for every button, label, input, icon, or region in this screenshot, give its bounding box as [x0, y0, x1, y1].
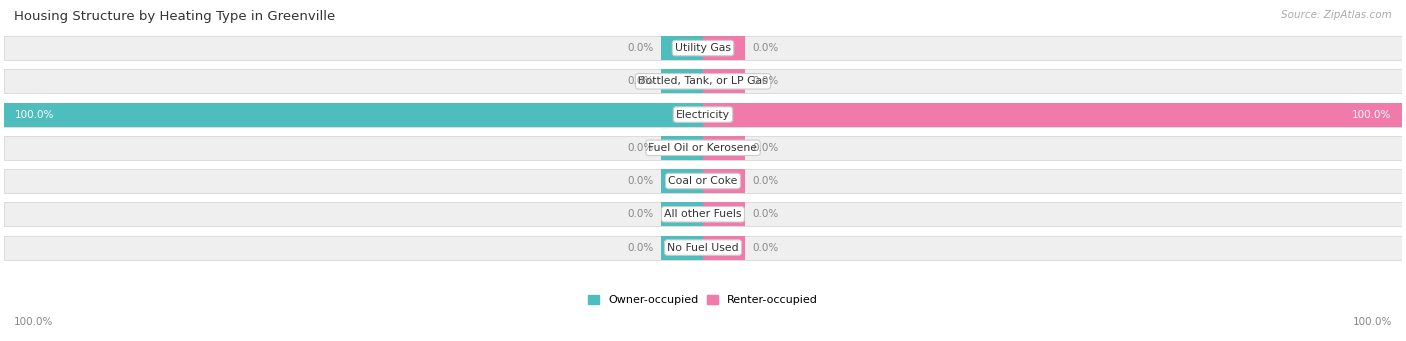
Text: Electricity: Electricity	[676, 109, 730, 120]
Text: 100.0%: 100.0%	[1353, 317, 1392, 327]
Legend: Owner-occupied, Renter-occupied: Owner-occupied, Renter-occupied	[583, 291, 823, 310]
Text: Source: ZipAtlas.com: Source: ZipAtlas.com	[1281, 10, 1392, 20]
Bar	[4, 103, 1402, 127]
Bar	[703, 36, 745, 60]
Text: 100.0%: 100.0%	[14, 317, 53, 327]
Bar	[703, 136, 745, 160]
Bar	[4, 169, 1402, 193]
Bar	[703, 103, 1402, 127]
Bar	[4, 69, 1402, 93]
Bar	[4, 36, 1402, 60]
Text: Coal or Coke: Coal or Coke	[668, 176, 738, 186]
Bar	[703, 169, 745, 193]
Bar	[661, 236, 703, 260]
Bar	[4, 236, 1402, 260]
Bar	[661, 169, 703, 193]
Bar	[4, 136, 1402, 160]
Text: 0.0%: 0.0%	[752, 176, 778, 186]
Text: 0.0%: 0.0%	[628, 143, 654, 153]
Bar	[4, 202, 1402, 226]
Text: 100.0%: 100.0%	[1353, 109, 1392, 120]
Text: 0.0%: 0.0%	[752, 242, 778, 253]
Bar	[661, 202, 703, 226]
Text: 0.0%: 0.0%	[628, 176, 654, 186]
Bar	[703, 69, 745, 93]
Bar	[661, 69, 703, 93]
Text: 0.0%: 0.0%	[752, 143, 778, 153]
Text: Fuel Oil or Kerosene: Fuel Oil or Kerosene	[648, 143, 758, 153]
Text: 100.0%: 100.0%	[14, 109, 53, 120]
Text: Housing Structure by Heating Type in Greenville: Housing Structure by Heating Type in Gre…	[14, 10, 335, 23]
Text: 0.0%: 0.0%	[752, 209, 778, 219]
Bar	[661, 136, 703, 160]
Text: 0.0%: 0.0%	[752, 43, 778, 53]
Text: All other Fuels: All other Fuels	[664, 209, 742, 219]
Bar	[703, 202, 745, 226]
Text: 0.0%: 0.0%	[628, 76, 654, 86]
Text: 0.0%: 0.0%	[628, 209, 654, 219]
Text: Bottled, Tank, or LP Gas: Bottled, Tank, or LP Gas	[638, 76, 768, 86]
Bar	[661, 36, 703, 60]
Text: Utility Gas: Utility Gas	[675, 43, 731, 53]
Bar	[703, 236, 745, 260]
Text: 0.0%: 0.0%	[628, 242, 654, 253]
Text: 0.0%: 0.0%	[628, 43, 654, 53]
Bar	[4, 103, 703, 127]
Text: No Fuel Used: No Fuel Used	[668, 242, 738, 253]
Text: 0.0%: 0.0%	[752, 76, 778, 86]
